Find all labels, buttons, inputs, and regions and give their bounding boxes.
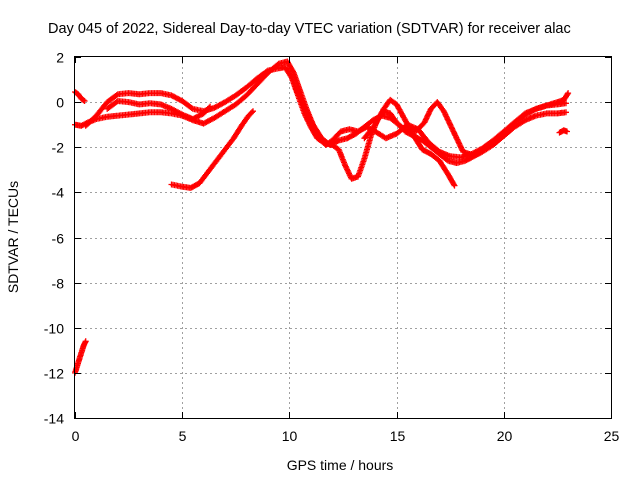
y-tick-label: -14 (44, 411, 64, 427)
x-tick-label: 25 (604, 428, 620, 444)
data-point-plus (563, 109, 569, 116)
series-track-c (82, 64, 569, 182)
y-tick-label: -10 (44, 321, 64, 337)
data-point-plus (294, 89, 301, 96)
data-point-plus (443, 113, 450, 120)
data-point-plus (563, 100, 569, 107)
y-tick-label: -4 (52, 185, 65, 201)
data-point-plus (346, 171, 353, 178)
series-track-h (511, 90, 572, 126)
data-point-plus (80, 97, 87, 104)
x-tick-label: 15 (390, 428, 406, 444)
data-point-plus (451, 182, 458, 189)
y-tick-label: -8 (52, 276, 65, 292)
x-tick-label: 10 (282, 428, 298, 444)
x-tick-label: 0 (72, 428, 80, 444)
data-point-plus (263, 68, 270, 75)
data-point-plus (456, 142, 463, 148)
data-point-plus (466, 151, 473, 157)
data-point-plus (565, 90, 572, 97)
data-point-plus (248, 109, 255, 116)
y-axis-title: SDTVAR / TECUs (5, 181, 21, 293)
data-point-plus (290, 68, 296, 75)
data-point-plus (445, 119, 452, 125)
y-tick-label: -6 (52, 231, 65, 247)
data-point-plus (250, 108, 256, 115)
data-point-plus (82, 338, 89, 345)
series-track-f (292, 85, 473, 157)
x-tick-label: 20 (497, 428, 513, 444)
data-point-plus (306, 113, 312, 120)
data-series (72, 58, 572, 376)
data-point-plus (206, 104, 212, 111)
y-tick-label: 2 (56, 50, 64, 66)
series-track-j (72, 338, 89, 376)
series-track-i (556, 127, 570, 136)
y-tick-label: -12 (44, 366, 64, 382)
series-track-g (361, 96, 458, 189)
grid-lines (75, 57, 611, 418)
series-track-d (104, 98, 214, 122)
data-point-plus (450, 181, 457, 188)
y-tick-label: -2 (52, 140, 65, 156)
y-tick-label: 0 (56, 95, 64, 111)
plot-frame (74, 56, 612, 419)
data-point-plus (425, 111, 432, 118)
x-axis-title: GPS time / hours (287, 457, 394, 473)
data-point-plus (188, 105, 195, 111)
data-point-plus (424, 114, 430, 120)
chart-title: Day 045 of 2022, Sidereal Day-to-day VTE… (48, 21, 571, 37)
series-track-a (72, 89, 88, 104)
data-point-plus (444, 116, 451, 123)
data-point-plus (450, 128, 457, 135)
data-point-plus (81, 98, 88, 104)
series-track-e (168, 108, 256, 191)
data-point-plus (564, 128, 570, 135)
data-point-plus (113, 92, 120, 99)
data-point-plus (564, 91, 571, 98)
data-point-plus (207, 103, 214, 110)
x-tick-label: 5 (179, 428, 187, 444)
